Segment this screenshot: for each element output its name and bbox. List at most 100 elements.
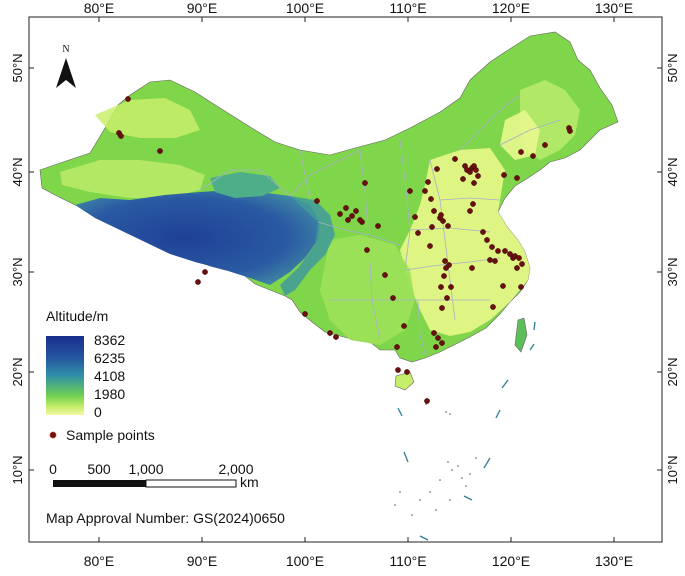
sample-point [495, 248, 501, 254]
sample-point [439, 340, 445, 346]
sample-point [157, 148, 163, 154]
sample-point [507, 251, 513, 257]
sample-point [394, 344, 400, 350]
sample-point [425, 179, 431, 185]
sample-point [502, 248, 508, 254]
sample-point [448, 284, 454, 290]
sample-point [438, 284, 444, 290]
north-arrow: N [56, 44, 76, 88]
sample-point [530, 153, 536, 159]
sample-point-legend-icon [49, 431, 57, 439]
island-specks [394, 403, 477, 516]
legend-scale-value: 4108 [94, 368, 125, 384]
right-tick-label: 20°N [665, 357, 680, 386]
sample-point [412, 214, 418, 220]
sample-point [343, 205, 349, 211]
left-tick-label: 10°N [10, 455, 25, 484]
sample-point [460, 176, 466, 182]
sample-point [484, 237, 490, 243]
map-approval-number: Map Approval Number: GS(2024)0650 [46, 510, 285, 526]
top-tick-label: 80°E [84, 0, 115, 16]
right-tick-label: 30°N [665, 257, 680, 286]
south-china-sea-islands [397, 321, 536, 541]
sample-point [382, 272, 388, 278]
sample-point [500, 283, 506, 289]
sample-point [445, 223, 451, 229]
sample-point [438, 212, 444, 218]
sample-point [518, 284, 524, 290]
sample-point [427, 243, 433, 249]
sample-point [442, 258, 448, 264]
right-axis: 50°N 40°N 30°N 20°N 10°N [657, 53, 680, 485]
sample-point [492, 258, 498, 264]
sample-point [475, 173, 481, 179]
left-axis: 50°N 40°N 30°N 20°N 10°N [10, 53, 34, 485]
legend-scale-value: 1980 [94, 386, 125, 402]
sample-point [480, 229, 486, 235]
xinjiang-basin-north [95, 98, 200, 138]
sample-point [429, 224, 435, 230]
bottom-tick-label: 120°E [492, 553, 530, 569]
top-tick-label: 120°E [492, 0, 530, 16]
sample-point [489, 244, 495, 250]
left-tick-label: 50°N [10, 53, 25, 82]
sample-point [501, 172, 507, 178]
bottom-tick-label: 100°E [286, 553, 324, 569]
bottom-tick-label: 110°E [389, 553, 426, 569]
sample-point [469, 265, 475, 271]
sample-point [446, 262, 452, 268]
sample-point [302, 311, 308, 317]
plateau-edge [280, 196, 335, 296]
sample-point [433, 344, 439, 350]
sample-point [431, 208, 437, 214]
top-tick-label: 90°E [187, 0, 218, 16]
left-tick-label: 30°N [10, 257, 25, 286]
sample-point [364, 247, 370, 253]
sample-point [434, 166, 440, 172]
sample-point [431, 330, 437, 336]
tarim-basin [60, 160, 205, 198]
legend-scale-value: 8362 [94, 332, 125, 348]
sample-point [195, 279, 201, 285]
north-arrow-icon [56, 58, 66, 88]
sample-point [327, 330, 333, 336]
scale-bar-label: 2,000 [218, 461, 253, 477]
sample-point [390, 295, 396, 301]
eastern-plains [400, 148, 530, 336]
legend-scale-value: 0 [94, 404, 102, 420]
sample-point [333, 334, 339, 340]
sample-point [401, 323, 407, 329]
sample-point [407, 188, 413, 194]
province-boundaries [199, 94, 561, 356]
scale-bar-unit: km [240, 474, 259, 490]
top-tick-label: 100°E [286, 0, 324, 16]
legend-scale-value: 6235 [94, 350, 125, 366]
left-tick-label: 20°N [10, 357, 25, 386]
sample-point [345, 217, 351, 223]
sample-point [514, 175, 520, 181]
sample-point [349, 213, 355, 219]
sample-point [424, 398, 430, 404]
sample-point [353, 208, 359, 214]
sample-point [514, 265, 520, 271]
legend: Altitude/m 8362 6235 4108 1980 0 Sample … [46, 308, 155, 443]
scale-bar-label: 500 [87, 461, 111, 477]
sample-point [444, 295, 450, 301]
sample-point [487, 257, 493, 263]
right-tick-label: 10°N [665, 455, 680, 484]
top-tick-label: 110°E [389, 0, 426, 16]
sample-point [415, 230, 421, 236]
sample-point [567, 128, 573, 134]
sample-point [518, 149, 524, 155]
sample-point [337, 211, 343, 217]
scale-bar: 0 500 1,000 2,000 km [49, 461, 259, 490]
sample-point [435, 335, 441, 341]
sample-point [357, 217, 363, 223]
elevation-color-ramp [46, 336, 84, 415]
sample-point [375, 223, 381, 229]
south-hills [320, 235, 415, 345]
sample-point [125, 96, 131, 102]
legend-title: Altitude/m [46, 308, 108, 324]
scale-bar-label: 0 [49, 461, 57, 477]
